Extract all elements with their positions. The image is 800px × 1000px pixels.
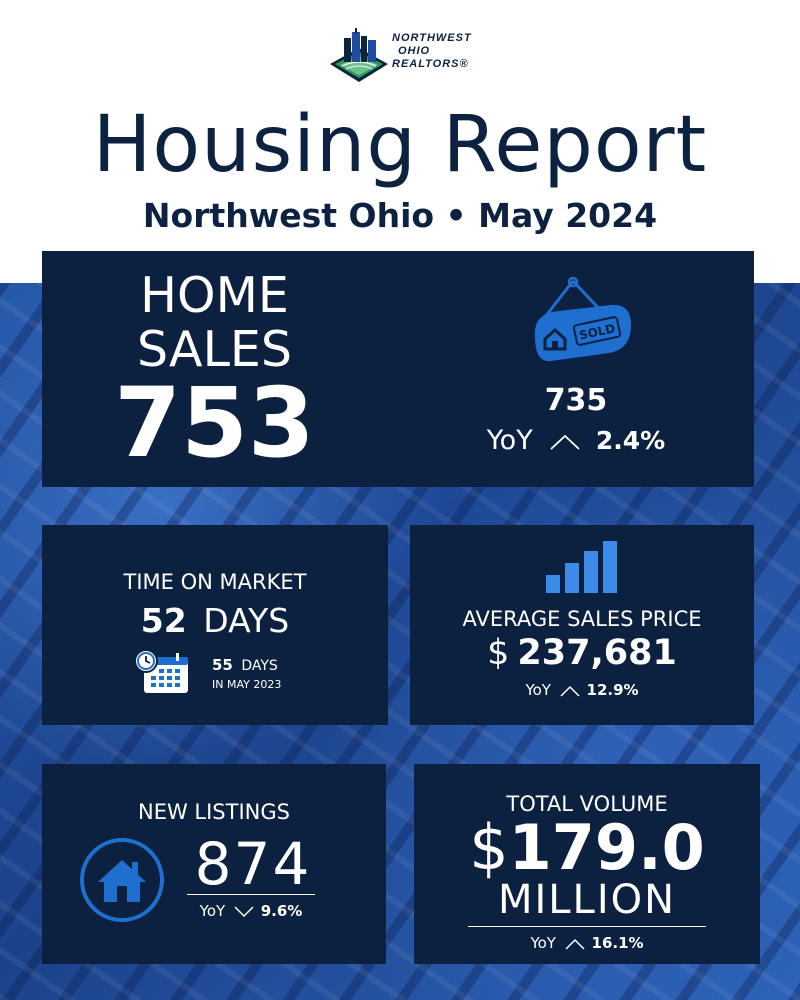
page-title: Housing Report: [92, 100, 708, 190]
total-volume-unit: MILLION: [497, 877, 677, 923]
time-on-market-value: 52 DAYS: [42, 601, 388, 640]
logo-mark-icon: [330, 28, 388, 82]
total-volume-label: TOTAL VOLUME: [506, 792, 668, 816]
logo-line-2: OHIO: [398, 45, 431, 57]
total-volume-panel: TOTAL VOLUME $179.0 MILLION YoY 16.1%: [414, 764, 760, 964]
average-sales-price-currency: $: [487, 633, 510, 673]
time-on-market-previous-period: IN MAY 2023: [212, 678, 282, 691]
sold-sign-icon: SOLD: [534, 277, 631, 362]
new-listings-panel: NEW LISTINGS 874 YoY 9.6%: [42, 764, 386, 964]
total-volume-currency: $: [469, 811, 509, 884]
time-on-market-previous: 55 DAYS: [212, 656, 278, 674]
home-sales-previous-value: 735: [544, 383, 608, 418]
bar-chart-icon: [546, 541, 617, 593]
home-sales-yoy-label: YoY: [486, 425, 533, 456]
total-volume-yoy-change: 16.1%: [591, 934, 644, 952]
average-sales-price-amount: 237,681: [517, 633, 677, 673]
total-volume-amount: 179.0: [508, 811, 705, 884]
logo-text: NORTHWEST OHIO REALTORS®: [392, 32, 472, 71]
trend-up-icon: [550, 434, 580, 450]
total-volume-divider: [468, 926, 706, 927]
home-sales-yoy-change: 2.4%: [595, 426, 666, 455]
time-on-market-previous-unit: DAYS: [241, 658, 278, 674]
average-sales-price-label: AVERAGE SALES PRICE: [462, 607, 702, 631]
time-on-market-label: TIME ON MARKET: [123, 570, 307, 594]
trend-up-icon: [565, 938, 585, 950]
home-sales-value: 753: [114, 367, 315, 479]
home-sales-panel: HOME SALES 753 SOLD 735 YoY 2.4%: [42, 251, 754, 487]
new-listings-yoy: YoY 9.6%: [187, 902, 315, 920]
home-sales-label-line-2: SALES: [137, 321, 292, 378]
average-sales-price-yoy: YoY 12.9%: [410, 681, 754, 699]
logo-line-1: NORTHWEST: [392, 32, 472, 44]
trend-down-icon: [234, 905, 254, 917]
trend-up-icon: [560, 685, 580, 697]
new-listings-value: 874: [194, 830, 312, 898]
new-listings-divider: [187, 894, 315, 895]
northwest-ohio-realtors-logo: NORTHWEST OHIO REALTORS®: [328, 26, 472, 84]
home-sales-label: HOME SALES: [102, 269, 327, 377]
time-on-market-days: 52: [140, 601, 187, 640]
total-volume-yoy-label: YoY: [530, 934, 556, 952]
home-sales-yoy: YoY 2.4%: [462, 425, 690, 456]
average-sales-price-panel: AVERAGE SALES PRICE $237,681 YoY 12.9%: [410, 525, 754, 725]
time-on-market-panel: TIME ON MARKET 52 DAYS 55 DAYS IN MAY 20…: [42, 525, 388, 725]
calendar-clock-icon: [134, 649, 188, 693]
logo-line-3: REALTORS®: [392, 58, 469, 70]
new-listings-yoy-change: 9.6%: [260, 902, 303, 920]
home-sales-label-line-1: HOME: [140, 267, 289, 324]
average-sales-price-yoy-change: 12.9%: [586, 681, 639, 699]
total-volume-value: $179.0: [414, 816, 760, 880]
new-listings-label: NEW LISTINGS: [138, 800, 290, 824]
average-sales-price-yoy-label: YoY: [525, 681, 551, 699]
page-subtitle: Northwest Ohio • May 2024: [142, 196, 658, 235]
house-icon: [80, 838, 164, 922]
average-sales-price-value: $237,681: [410, 633, 754, 673]
time-on-market-unit: DAYS: [203, 601, 290, 640]
total-volume-yoy: YoY 16.1%: [414, 934, 760, 952]
new-listings-yoy-label: YoY: [199, 902, 226, 920]
time-on-market-previous-days: 55: [212, 656, 233, 674]
